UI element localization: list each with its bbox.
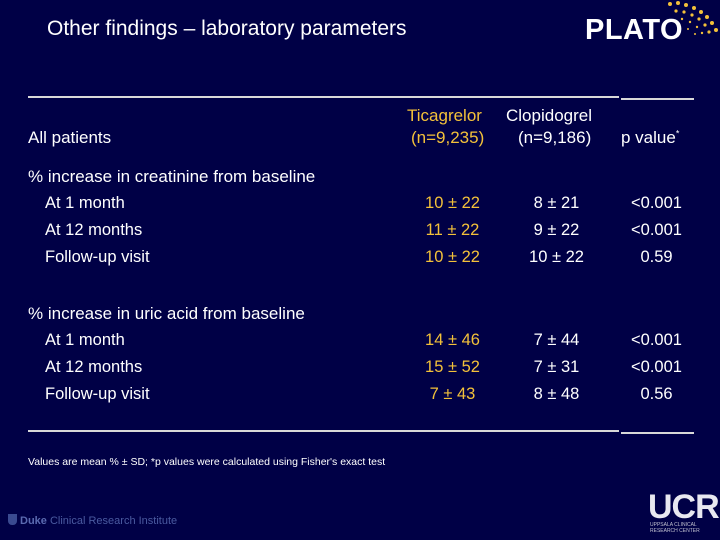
- p-value-asterisk: *: [675, 128, 680, 139]
- p-value: 0.59: [640, 248, 673, 266]
- clopidogrel-value: 9 ± 22: [533, 221, 580, 239]
- p-value: <0.001: [631, 221, 682, 239]
- ticagrelor-value: 10 ± 22: [425, 248, 480, 266]
- ucr-subtitle: UPPSALA CLINICAL RESEARCH CENTER: [650, 522, 700, 534]
- header-row-label: All patients: [28, 128, 112, 147]
- duke-shield-icon: [8, 514, 17, 525]
- p-value: <0.001: [631, 194, 682, 212]
- clopidogrel-value: 10 ± 22: [529, 248, 584, 266]
- header-clopidogrel-n: (n=9,186): [518, 128, 592, 147]
- section-creatinine-label: % increase in creatinine from baseline: [28, 167, 316, 186]
- p-value: <0.001: [631, 358, 682, 376]
- ticagrelor-value: 11 ± 22: [425, 221, 480, 239]
- footnote: Values are mean % ± SD; *p values were c…: [28, 456, 386, 468]
- clopidogrel-value: 7 ± 31: [533, 358, 580, 376]
- row-label: At 1 month: [45, 331, 125, 349]
- row-label: Follow-up visit: [45, 248, 150, 266]
- row-label: At 12 months: [45, 221, 143, 239]
- ticagrelor-value: 7 ± 43: [429, 385, 476, 403]
- clopidogrel-value: 8 ± 48: [533, 385, 580, 403]
- ticagrelor-value: 14 ± 46: [425, 331, 480, 349]
- duke-brand: Duke: [20, 515, 47, 527]
- row-label: At 1 month: [45, 194, 125, 212]
- ticagrelor-value: 15 ± 52: [425, 358, 480, 376]
- p-value: 0.56: [640, 385, 673, 403]
- clopidogrel-value: 7 ± 44: [533, 331, 580, 349]
- top-rule-right: [621, 98, 694, 100]
- header-p-value: p value*: [621, 128, 680, 147]
- header-clopidogrel: Clopidogrel: [506, 106, 592, 125]
- section-uric-acid-label: % increase in uric acid from baseline: [28, 304, 305, 323]
- ticagrelor-value: 10 ± 22: [425, 194, 480, 212]
- duke-logo: Duke Clinical Research Institute: [8, 514, 177, 527]
- duke-rest: Clinical Research Institute: [49, 515, 178, 527]
- header-ticagrelor: Ticagrelor: [407, 106, 482, 125]
- bottom-rule: [28, 430, 619, 432]
- top-rule: [28, 96, 619, 98]
- row-label: Follow-up visit: [45, 385, 150, 403]
- plato-dots-decoration: [668, 1, 718, 35]
- slide-title: Other findings – laboratory parameters: [47, 17, 407, 40]
- plato-logo: PLATO: [585, 14, 684, 46]
- row-label: At 12 months: [45, 358, 143, 376]
- bottom-rule-right: [621, 432, 694, 434]
- ucr-logo: UCR: [648, 488, 720, 526]
- p-value: <0.001: [631, 331, 682, 349]
- header-ticagrelor-n: (n=9,235): [411, 128, 485, 147]
- clopidogrel-value: 8 ± 21: [533, 194, 580, 212]
